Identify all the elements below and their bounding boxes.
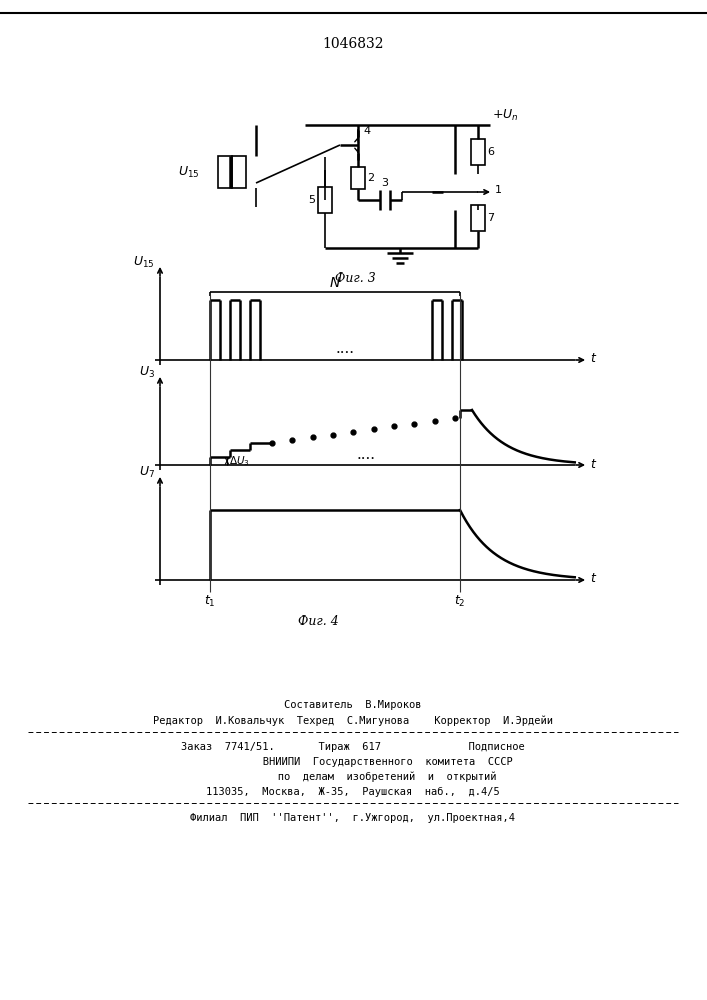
Text: по  делам  изобретений  и  открытий: по делам изобретений и открытий: [209, 772, 497, 782]
Text: 2: 2: [367, 173, 374, 183]
Bar: [351, 167, 365, 189]
Text: $t_2$: $t_2$: [454, 594, 466, 609]
Text: Филиал  ПИП  ''Патент'',  г.Ужгород,  ул.Проектная,4: Филиал ПИП ''Патент'', г.Ужгород, ул.Про…: [190, 813, 515, 823]
Bar: [471, 139, 485, 165]
Text: ....: ....: [356, 448, 375, 462]
Bar: [232, 156, 246, 188]
Text: 1: 1: [495, 185, 502, 195]
Text: ....: ....: [336, 342, 354, 356]
Text: 4: 4: [363, 126, 370, 136]
Text: Заказ  7741/51.       Тираж  617              Подписное: Заказ 7741/51. Тираж 617 Подписное: [181, 742, 525, 752]
Text: $U_{15}$: $U_{15}$: [178, 164, 200, 180]
Text: ВНИИПИ  Государственного  комитета  СССР: ВНИИПИ Государственного комитета СССР: [194, 757, 513, 767]
Bar: [218, 156, 232, 188]
Text: 3: 3: [382, 178, 389, 188]
Text: $U_{15}$: $U_{15}$: [134, 254, 155, 270]
Text: $t$: $t$: [590, 458, 597, 471]
Text: $t$: $t$: [590, 353, 597, 365]
Text: $t$: $t$: [590, 572, 597, 585]
Text: $U_3$: $U_3$: [139, 364, 155, 380]
Text: Редактор  И.Ковальчук  Техред  С.Мигунова    Корректор  И.Эрдейи: Редактор И.Ковальчук Техред С.Мигунова К…: [153, 716, 553, 726]
Text: $N$: $N$: [329, 276, 341, 290]
Text: Фиг. 4: Фиг. 4: [298, 615, 339, 628]
Text: $+U_n$: $+U_n$: [492, 108, 518, 123]
Bar: [318, 187, 332, 213]
Text: $U_7$: $U_7$: [139, 464, 155, 480]
Bar: [471, 205, 485, 231]
Text: Фиг. 3: Фиг. 3: [334, 272, 375, 285]
Text: $t_1$: $t_1$: [204, 594, 216, 609]
Text: 5: 5: [308, 195, 315, 205]
Text: 113035,  Москва,  Ж-35,  Раушская  наб.,  д.4/5: 113035, Москва, Ж-35, Раушская наб., д.4…: [206, 787, 500, 797]
Text: Составитель  В.Мироков: Составитель В.Мироков: [284, 700, 422, 710]
Text: $\Delta U_3$: $\Delta U_3$: [229, 454, 250, 468]
Text: 1046832: 1046832: [322, 37, 384, 51]
Text: 6: 6: [487, 147, 494, 157]
Text: 7: 7: [487, 213, 494, 223]
